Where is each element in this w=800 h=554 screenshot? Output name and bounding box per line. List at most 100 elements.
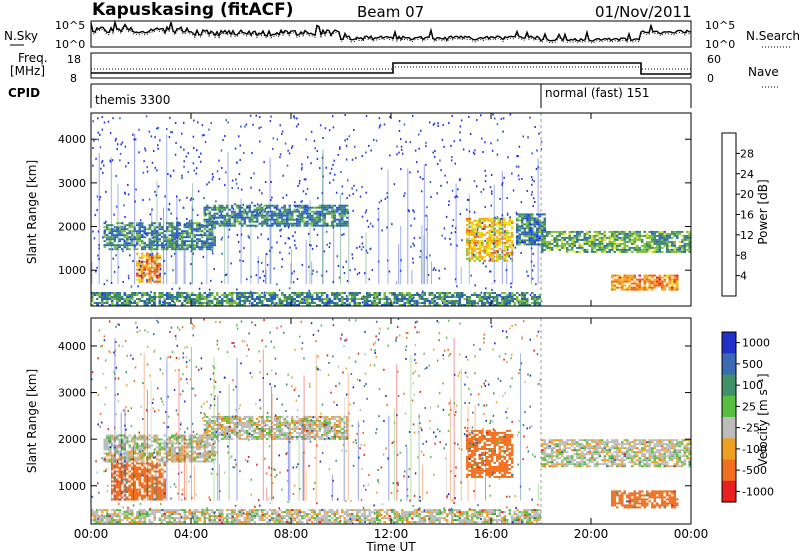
- echo-cell: [323, 511, 326, 514]
- echo-cell: [146, 234, 149, 237]
- echo-cell: [133, 236, 136, 239]
- echo-cell: [258, 208, 261, 211]
- echo-cell: [203, 246, 206, 249]
- noise-speck: [144, 149, 147, 152]
- echo-cell: [646, 288, 649, 291]
- echo-cell: [141, 511, 144, 514]
- echo-cell: [613, 236, 616, 239]
- noise-speck: [522, 135, 524, 138]
- echo-cell: [626, 288, 629, 291]
- echo-cell: [178, 509, 181, 512]
- echo-cell: [288, 304, 291, 306]
- echo-cell: [141, 226, 144, 229]
- echo-cell: [298, 212, 301, 215]
- echo-cell: [206, 222, 209, 225]
- echo-cell: [116, 248, 119, 251]
- echo-cell: [158, 228, 161, 231]
- echo-cell: [521, 223, 524, 226]
- echo-cell: [651, 280, 654, 283]
- echo-cell: [358, 519, 361, 522]
- echo-cell: [238, 521, 241, 524]
- noise-speck: [129, 254, 131, 257]
- echo-cell: [326, 296, 329, 298]
- echo-cell: [491, 241, 494, 244]
- noise-speck: [296, 117, 298, 120]
- echo-cell: [233, 214, 236, 217]
- echo-cell: [596, 242, 599, 245]
- noise-speck: [459, 139, 461, 142]
- echo-cell: [478, 233, 481, 236]
- echo-cell: [346, 212, 349, 215]
- noise-speck: [469, 133, 472, 135]
- noise-speck: [509, 257, 512, 260]
- echo-cell: [386, 509, 389, 512]
- echo-cell: [666, 282, 669, 285]
- echo-cell: [263, 208, 266, 211]
- echo-cell: [171, 228, 174, 231]
- echo-cell: [623, 242, 626, 245]
- echo-cell: [338, 218, 341, 221]
- echo-cell: [438, 294, 441, 296]
- echo-cell: [143, 513, 146, 516]
- noise-speck: [240, 233, 243, 236]
- echo-cell: [298, 222, 301, 225]
- echo-cell: [686, 236, 689, 239]
- echo-cell: [308, 302, 311, 304]
- noise-speck: [284, 225, 286, 228]
- echo-cell: [558, 238, 561, 241]
- echo-cell: [138, 270, 141, 273]
- echo-cell: [263, 220, 266, 223]
- echo-cell: [623, 274, 626, 277]
- echo-cell: [503, 259, 506, 262]
- echo-cell: [391, 294, 394, 296]
- echo-cell: [201, 248, 204, 251]
- echo-cell: [398, 515, 401, 518]
- echo-cell: [661, 284, 664, 287]
- echo-cell: [401, 296, 404, 298]
- echo-cell: [171, 509, 174, 512]
- echo-cell: [408, 300, 411, 302]
- echo-cell: [306, 519, 309, 522]
- echo-cell: [673, 232, 676, 235]
- echo-cell: [456, 509, 459, 512]
- echo-cell: [646, 274, 649, 277]
- echo-cell: [173, 519, 176, 522]
- echo-cell: [118, 296, 121, 298]
- echo-cell: [246, 216, 249, 219]
- noise-speck: [368, 278, 370, 281]
- echo-cell: [188, 228, 191, 231]
- echo-cell: [113, 228, 116, 231]
- noise-speck: [307, 232, 310, 235]
- noise-speck: [501, 183, 503, 186]
- echo-cell: [141, 262, 144, 265]
- noise-speck: [468, 198, 470, 201]
- echo-cell: [256, 292, 259, 294]
- echo-cell: [296, 521, 299, 524]
- echo-cell: [246, 511, 249, 514]
- echo-cell: [268, 204, 271, 207]
- echo-cell: [493, 298, 496, 300]
- echo-cell: [126, 511, 129, 514]
- echo-cell: [228, 224, 231, 227]
- echo-cell: [166, 294, 169, 296]
- noise-speck: [293, 239, 296, 242]
- echo-cell: [656, 280, 659, 283]
- echo-cell: [478, 223, 481, 226]
- echo-cell: [103, 456, 106, 459]
- echo-cell: [326, 521, 329, 524]
- echo-cell: [413, 304, 416, 306]
- echo-cell: [468, 231, 471, 234]
- echo-cell: [173, 298, 176, 300]
- echo-cell: [191, 294, 194, 296]
- echo-cell: [493, 304, 496, 306]
- echo-cell: [263, 214, 266, 217]
- echo-cell: [208, 228, 211, 231]
- noise-speck: [361, 185, 363, 188]
- echo-cell: [138, 224, 141, 227]
- noise-speck: [443, 145, 445, 148]
- echo-cell: [248, 300, 251, 302]
- echo-cell: [603, 250, 606, 253]
- echo-cell: [158, 300, 161, 302]
- noise-speck: [351, 257, 354, 260]
- echo-cell: [191, 246, 194, 249]
